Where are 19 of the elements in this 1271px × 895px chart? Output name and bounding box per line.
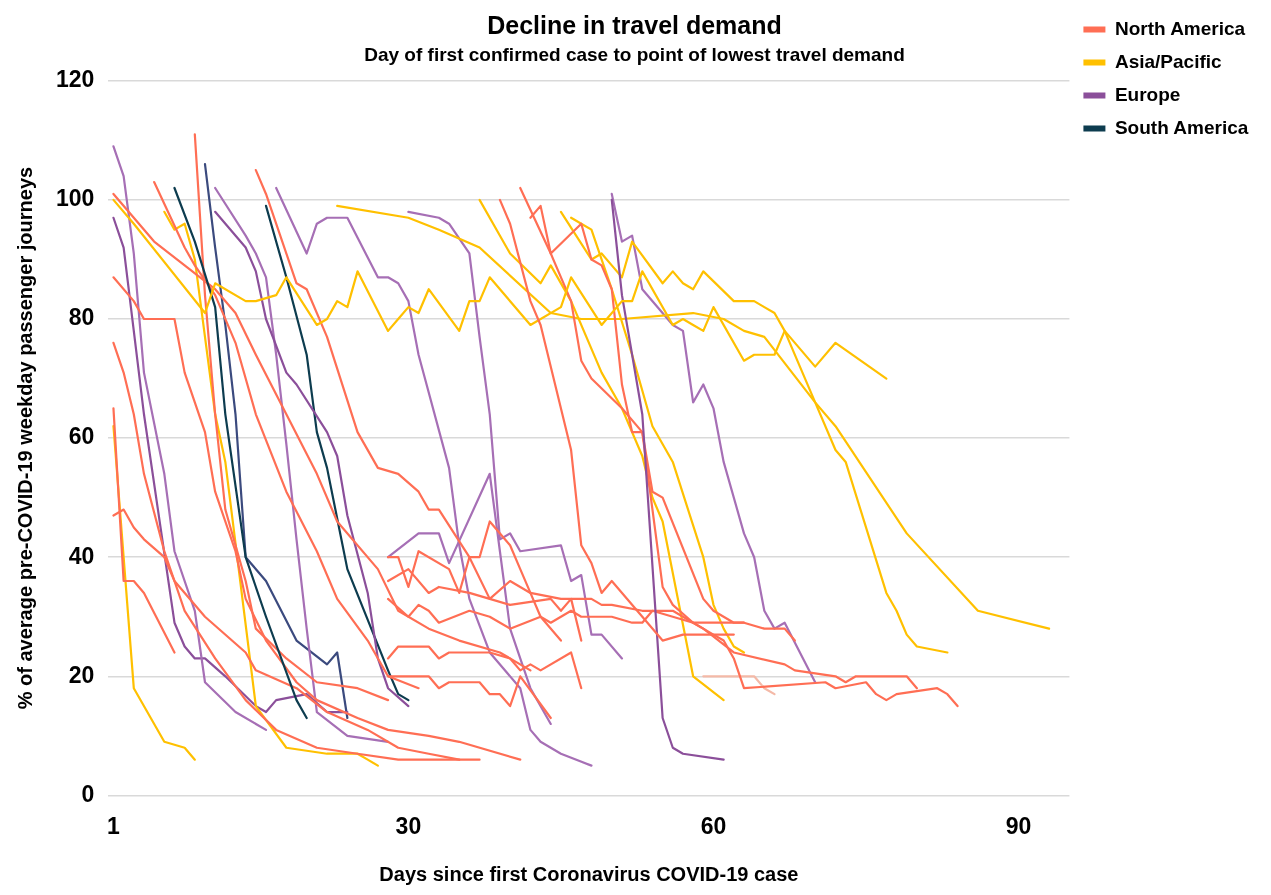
y-tick-label: 120 bbox=[56, 66, 95, 93]
x-tick-label: 1 bbox=[107, 812, 121, 839]
x-tick-label: 90 bbox=[1005, 812, 1032, 839]
y-tick-label: 40 bbox=[68, 542, 95, 569]
legend-label: Asia/Pacific bbox=[1114, 50, 1223, 72]
chart-title: Decline in travel demand bbox=[487, 10, 782, 39]
legend-label: Europe bbox=[1114, 83, 1181, 105]
x-tick-label: 30 bbox=[395, 812, 422, 839]
legend-label: North America bbox=[1114, 17, 1246, 39]
x-axis-title: Days since first Coronavirus COVID-19 case bbox=[379, 862, 799, 885]
chart-subtitle: Day of first confirmed case to point of lowest travel demand bbox=[364, 43, 905, 65]
legend-label: South America bbox=[1114, 116, 1249, 138]
y-axis-title: % of average pre-COVID-19 weekday passenger journeys bbox=[13, 166, 36, 710]
x-tick-label: 60 bbox=[700, 812, 727, 839]
y-tick-label: 60 bbox=[68, 423, 95, 450]
y-tick-label: 100 bbox=[56, 185, 95, 212]
y-tick-label: 20 bbox=[68, 661, 95, 688]
y-tick-label: 80 bbox=[68, 304, 95, 331]
y-tick-label: 0 bbox=[81, 780, 95, 807]
